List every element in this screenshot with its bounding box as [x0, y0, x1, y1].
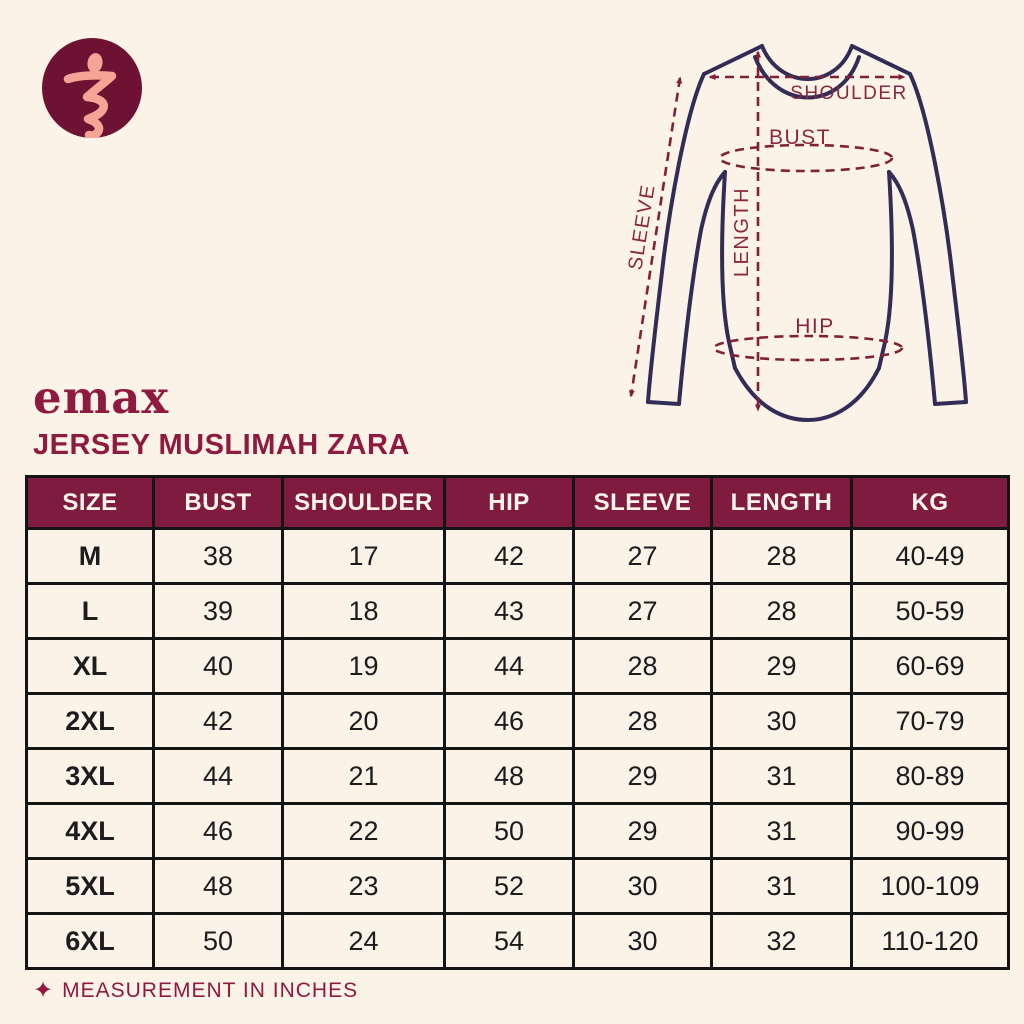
size-table-body: M 38 17 42 27 28 40-49 L 39 18 43 27 28 50-59 XL 40 19 44… — [25, 527, 1010, 970]
value-cell: 42 — [443, 527, 575, 585]
value-cell: 29 — [572, 802, 713, 860]
size-cell: 5XL — [25, 857, 155, 915]
column-header-shoulder: SHOULDER — [281, 475, 446, 530]
hip-label: HIP — [795, 315, 835, 338]
shoulder-label: SHOULDER — [790, 83, 908, 104]
size-cell: 2XL — [25, 692, 155, 750]
sleeve-measure-line — [628, 76, 683, 398]
value-cell: 46 — [443, 692, 575, 750]
value-cell: 70-79 — [850, 692, 1010, 750]
size-chart-table-wrap: SIZE BUST SHOULDER HIP SLEEVE LENGTH KG M 38 17 4… — [25, 475, 1010, 970]
table-row: 5XL 48 23 52 30 31 100-109 — [25, 857, 1010, 915]
garment-diagram: SHOULDER BUST LENGTH HIP SLEEVE — [596, 18, 1020, 430]
measurement-guides — [628, 50, 906, 412]
value-cell: 24 — [281, 912, 446, 970]
column-header-bust: BUST — [152, 475, 284, 530]
value-cell: 50-59 — [850, 582, 1010, 640]
value-cell: 17 — [281, 527, 446, 585]
value-cell: 48 — [443, 747, 575, 805]
value-cell: 28 — [572, 692, 713, 750]
value-cell: 50 — [443, 802, 575, 860]
size-cell: M — [25, 527, 155, 585]
value-cell: 40-49 — [850, 527, 1010, 585]
value-cell: 110-120 — [850, 912, 1010, 970]
column-header-kg: KG — [850, 475, 1010, 530]
size-cell: 6XL — [25, 912, 155, 970]
table-row: 4XL 46 22 50 29 31 90-99 — [25, 802, 1010, 860]
value-cell: 90-99 — [850, 802, 1010, 860]
size-cell: XL — [25, 637, 155, 695]
size-chart-table: SIZE BUST SHOULDER HIP SLEEVE LENGTH KG M 38 17 4… — [25, 475, 1010, 970]
star-icon: ✦ — [33, 977, 55, 1004]
value-cell: 30 — [572, 912, 713, 970]
value-cell: 38 — [152, 527, 284, 585]
value-cell: 31 — [710, 747, 853, 805]
value-cell: 42 — [152, 692, 284, 750]
size-cell: 4XL — [25, 802, 155, 860]
value-cell: 30 — [710, 692, 853, 750]
hip-measure-ellipse — [712, 334, 904, 362]
table-row: M 38 17 42 27 28 40-49 — [25, 527, 1010, 585]
value-cell: 44 — [443, 637, 575, 695]
value-cell: 28 — [710, 582, 853, 640]
value-cell: 21 — [281, 747, 446, 805]
value-cell: 39 — [152, 582, 284, 640]
value-cell: 31 — [710, 802, 853, 860]
table-row: XL 40 19 44 28 29 60-69 — [25, 637, 1010, 695]
value-cell: 27 — [572, 527, 713, 585]
value-cell: 19 — [281, 637, 446, 695]
emax-logo — [42, 38, 142, 140]
size-table-header: SIZE BUST SHOULDER HIP SLEEVE LENGTH KG — [25, 475, 1010, 530]
table-row: 3XL 44 21 48 29 31 80-89 — [25, 747, 1010, 805]
value-cell: 29 — [572, 747, 713, 805]
length-label: LENGTH — [731, 187, 753, 277]
bust-label: BUST — [769, 126, 831, 149]
size-cell: L — [25, 582, 155, 640]
value-cell: 29 — [710, 637, 853, 695]
table-row: 2XL 42 20 46 28 30 70-79 — [25, 692, 1010, 750]
value-cell: 30 — [572, 857, 713, 915]
value-cell: 28 — [710, 527, 853, 585]
value-cell: 44 — [152, 747, 284, 805]
value-cell: 28 — [572, 637, 713, 695]
product-title: JERSEY MUSLIMAH ZARA — [33, 429, 410, 461]
value-cell: 50 — [152, 912, 284, 970]
value-cell: 32 — [710, 912, 853, 970]
value-cell: 54 — [443, 912, 575, 970]
value-cell: 31 — [710, 857, 853, 915]
value-cell: 43 — [443, 582, 575, 640]
size-cell: 3XL — [25, 747, 155, 805]
value-cell: 27 — [572, 582, 713, 640]
header-row: SIZE BUST SHOULDER HIP SLEEVE LENGTH KG — [25, 475, 1010, 530]
measurement-note-text: MEASUREMENT IN INCHES — [62, 979, 359, 1002]
table-row: L 39 18 43 27 28 50-59 — [25, 582, 1010, 640]
value-cell: 18 — [281, 582, 446, 640]
value-cell: 46 — [152, 802, 284, 860]
value-cell: 52 — [443, 857, 575, 915]
value-cell: 100-109 — [850, 857, 1010, 915]
value-cell: 23 — [281, 857, 446, 915]
value-cell: 48 — [152, 857, 284, 915]
column-header-sleeve: SLEEVE — [572, 475, 713, 530]
shirt-outline — [646, 44, 968, 422]
garment-diagram-svg: SHOULDER BUST LENGTH HIP SLEEVE — [624, 44, 968, 422]
column-header-hip: HIP — [443, 475, 575, 530]
brand-wordmark: emax — [33, 371, 170, 424]
sleeve-label: SLEEVE — [624, 182, 659, 271]
value-cell: 20 — [281, 692, 446, 750]
bust-measure-ellipse — [718, 143, 894, 173]
value-cell: 40 — [152, 637, 284, 695]
column-header-length: LENGTH — [710, 475, 853, 530]
value-cell: 22 — [281, 802, 446, 860]
value-cell: 80-89 — [850, 747, 1010, 805]
value-cell: 60-69 — [850, 637, 1010, 695]
column-header-size: SIZE — [25, 475, 155, 530]
emax-logo-icon — [42, 38, 142, 140]
table-row: 6XL 50 24 54 30 32 110-120 — [25, 912, 1010, 970]
measurement-note: ✦ MEASUREMENT IN INCHES — [33, 979, 358, 1003]
